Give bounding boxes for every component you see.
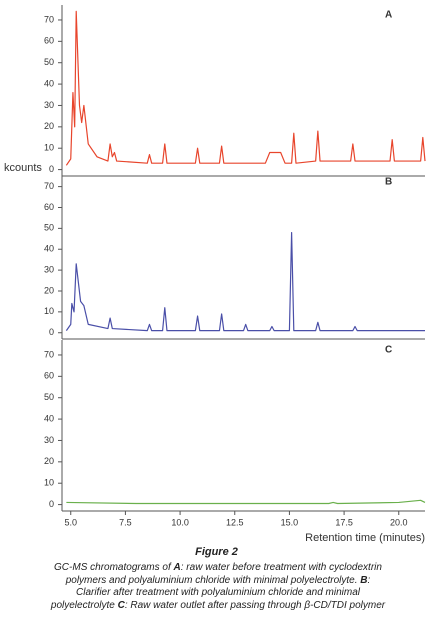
y-tick-label: 70 <box>44 349 54 359</box>
x-tick-label: 15.0 <box>281 517 299 527</box>
caption-text: A <box>173 562 181 573</box>
y-tick-label: 60 <box>44 202 54 212</box>
caption-text: : Clarifier after treatment with polyalu… <box>50 574 371 611</box>
y-axis-label: kcounts <box>4 162 42 174</box>
y-tick-label: 60 <box>44 371 54 381</box>
y-tick-label: 50 <box>44 223 54 233</box>
x-tick-label: 5.0 <box>64 517 77 527</box>
chromatogram-line <box>65 231 425 332</box>
y-tick-label: 50 <box>44 57 54 67</box>
figure-label: Figure 2 <box>195 546 238 558</box>
y-tick-label: 10 <box>44 143 54 153</box>
x-tick-label: 12.5 <box>226 517 244 527</box>
y-tick-label: 30 <box>44 264 54 274</box>
x-tick-label: 17.5 <box>335 517 353 527</box>
x-axis-label: Retention time (minutes) <box>305 532 425 544</box>
y-tick-label: 40 <box>44 413 54 423</box>
y-tick-label: 30 <box>44 100 54 110</box>
y-tick-label: 0 <box>49 499 54 509</box>
y-tick-label: 70 <box>44 181 54 191</box>
caption: GC-MS chromatograms of A: raw water befo… <box>48 562 388 612</box>
y-tick-label: 0 <box>49 164 54 174</box>
y-tick-label: 10 <box>44 478 54 488</box>
chromatogram-line <box>66 499 426 505</box>
caption-text: : raw water before treatment with cyclod… <box>65 562 382 586</box>
x-tick-label: 7.5 <box>119 517 132 527</box>
caption-text: C <box>117 599 125 611</box>
caption-text: B <box>360 574 368 586</box>
y-tick-label: 40 <box>44 244 54 254</box>
y-tick-label: 30 <box>44 435 54 445</box>
x-tick-label: 10.0 <box>171 517 189 527</box>
y-tick-label: 20 <box>44 285 54 295</box>
panel-label: B <box>385 177 392 188</box>
caption-text: GC-MS chromatograms of <box>54 562 174 573</box>
panel-label: A <box>385 10 392 21</box>
caption-text: : Raw water outlet after passing through… <box>124 599 386 611</box>
y-tick-label: 50 <box>44 392 54 402</box>
y-tick-label: 20 <box>44 456 54 466</box>
y-tick-label: 70 <box>44 14 54 24</box>
panel-label: C <box>385 345 392 356</box>
y-tick-label: 40 <box>44 78 54 88</box>
y-tick-label: 0 <box>49 327 54 337</box>
y-tick-label: 60 <box>44 36 54 46</box>
y-tick-label: 10 <box>44 306 54 316</box>
chromatogram-line <box>65 10 426 166</box>
y-tick-label: 20 <box>44 121 54 131</box>
x-tick-label: 20.0 <box>390 517 408 527</box>
